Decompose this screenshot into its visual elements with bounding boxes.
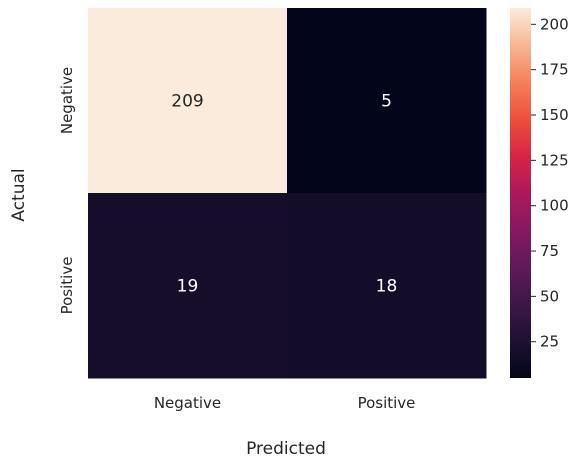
colorbar-tick-label-3: 100 [540,197,569,215]
heatmap-value-1-0: 19 [177,277,199,297]
heatmap-cell-0-0 [88,8,288,194]
heatmap-value-0-1: 5 [381,92,392,112]
heatmap-cells [88,8,487,379]
x-axis-label: Predicted [246,439,326,459]
y-axis-ticks: Negative Positive [58,67,76,315]
y-axis-label: Actual [9,168,29,221]
heatmap-value-1-1: 18 [376,277,398,297]
heatmap-annotations: 209 5 19 18 [171,92,397,297]
heatmap-cell-1-0 [88,193,288,379]
y-tick-label-1: Positive [58,257,76,315]
colorbar-tick-label-6: 175 [540,61,569,79]
colorbar-tick-label-1: 50 [540,287,559,305]
x-tick-label-0: Negative [154,394,221,412]
colorbar-tick-label-2: 75 [540,242,559,260]
y-tick-label-0: Negative [58,67,76,134]
heatmap-value-0-0: 209 [171,92,203,112]
heatmap-cell-0-1 [287,8,487,194]
colorbar-tick-label-4: 125 [540,151,569,169]
colorbar [510,8,531,378]
heatmap-cell-1-1 [287,193,487,379]
colorbar-ticks: 25 50 75 100 125 150 175 200 [531,15,569,351]
x-axis-ticks: Negative Positive [154,394,416,412]
colorbar-tick-label-7: 200 [540,15,569,33]
x-tick-label-1: Positive [358,394,416,412]
colorbar-tick-label-5: 150 [540,106,569,124]
colorbar-tick-label-0: 25 [540,333,559,351]
